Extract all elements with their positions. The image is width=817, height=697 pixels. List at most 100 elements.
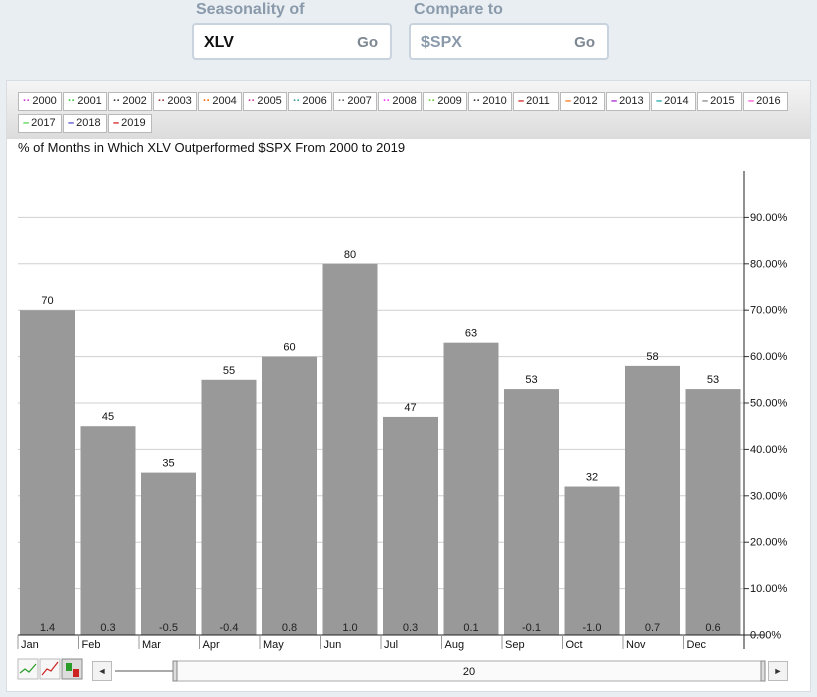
legend-marker: ·· [428,95,436,107]
bar-value-label: 70 [41,295,53,307]
bar-value-label: 80 [344,249,356,261]
navigator-value: 20 [463,666,475,678]
x-tick-label: Feb [82,639,101,651]
legend-item-2016[interactable]: –2016 [743,92,788,111]
legend-item-2000[interactable]: ·· 2000 [18,92,62,111]
bar-value-label: 53 [707,374,719,386]
legend-item-2011[interactable]: –2011 [513,92,559,111]
compare-input[interactable]: $SPX Go [409,23,609,60]
legend-marker: ·· [23,95,31,107]
bar-aug [443,342,499,635]
legend-item-2008[interactable]: ·· 2008 [378,92,422,111]
legend-marker: – [113,117,120,129]
candlestick-icon-up [66,663,72,671]
y-tick-label: 80.00% [750,258,788,270]
x-tick-label: Oct [566,639,583,651]
bar-value-label: 63 [465,328,477,340]
bar-value-label: 35 [162,458,174,470]
legend-item-2002[interactable]: ·· 2002 [108,92,152,111]
legend-item-2018[interactable]: –2018 [63,114,107,133]
legend-marker: ·· [203,95,211,107]
legend-item-2007[interactable]: ·· 2007 [333,92,377,111]
y-tick-label: 20.00% [750,537,788,549]
legend-label: 2019 [121,117,146,129]
legend-item-2010[interactable]: ·· 2010 [468,92,512,111]
legend-item-2013[interactable]: –2013 [606,92,650,111]
legend-label: 2006 [302,95,327,107]
seasonality-go-button[interactable]: Go [357,34,378,51]
legend-label: 2018 [76,117,101,129]
x-tick-label: Nov [626,639,646,651]
legend-item-2006[interactable]: ·· 2006 [288,92,332,111]
area-chart-icon-stroke [41,661,59,676]
bar-bottom-label: -0.4 [220,622,239,634]
x-tick-label: Sep [505,639,525,651]
legend-bar: ·· 2000 ·· 2001 ·· 2002 ·· 2003 ·· 2004 ·· 2005 ·· 20… [7,81,810,139]
bar-may [262,356,317,635]
legend-label: 2015 [710,95,735,107]
bar-nov [625,365,680,635]
legend-item-2014[interactable]: –2014 [651,92,696,111]
bar-bottom-label: 1.4 [40,622,55,634]
compare-go-button[interactable]: Go [574,34,595,51]
legend-label: 2007 [347,95,372,107]
legend-label: 2017 [31,117,56,129]
bar-bottom-label: 0.7 [645,622,660,634]
y-tick-label: 90.00% [750,212,788,224]
legend-marker: – [611,95,618,107]
legend-marker: – [518,95,525,107]
legend-item-2019[interactable]: –2019 [108,114,152,133]
legend-item-2012[interactable]: –2012 [560,92,605,111]
y-tick-label: 0.00% [750,630,781,642]
legend-item-2001[interactable]: ·· 2001 [63,92,107,111]
bar-value-label: 32 [586,472,598,484]
legend-marker: – [702,95,709,107]
legend-label: 2004 [212,95,237,107]
legend-label: 2014 [664,95,689,107]
seasonality-input-value: XLV [204,34,234,51]
y-tick-label: 40.00% [750,444,788,456]
legend-label: 2010 [482,95,507,107]
legend-item-2004[interactable]: ·· 2004 [198,92,242,111]
legend-item-2005[interactable]: ·· 2005 [243,92,287,111]
bar-bottom-label: 1.0 [342,622,357,634]
bar-value-label: 45 [102,411,114,423]
legend-marker: ·· [338,95,346,107]
seasonality-label: Seasonality of [196,1,305,18]
bar-jun [322,263,378,635]
legend-marker: – [656,95,663,107]
legend-label: 2003 [167,95,192,107]
x-tick-label: Dec [687,639,707,651]
legend-marker: – [23,117,30,129]
scroll-right-button[interactable]: ► [768,661,788,681]
y-tick-label: 70.00% [750,305,788,317]
bar-mar [141,472,196,635]
legend-item-2009[interactable]: ·· 2009 [423,92,467,111]
legend-marker: – [565,95,572,107]
legend-marker: – [68,117,75,129]
bar-value-label: 53 [525,374,537,386]
legend-label: 2008 [392,95,417,107]
area-chart-icon [39,658,61,680]
bar-oct [564,486,620,635]
legend-marker: ·· [113,95,121,107]
bar-bottom-label: 0.6 [705,622,720,634]
bar-value-label: 55 [223,365,235,377]
legend-label: 2011 [526,95,550,107]
x-tick-label: Jan [21,639,39,651]
legend-item-2017[interactable]: –2017 [18,114,62,133]
bar-apr [201,379,257,635]
x-tick-label: Jun [324,639,342,651]
bar-feb [80,426,136,635]
x-tick-label: Aug [445,639,465,651]
legend-item-2003[interactable]: ·· 2003 [153,92,197,111]
bar-dec [685,389,741,635]
bar-chart: 0.00% 10.00% 20.00% 30.00% 40.00% 50.00% 60.00… [17,171,788,682]
legend-marker: ·· [248,95,256,107]
scroll-left-button[interactable]: ◄ [92,661,112,681]
seasonality-input[interactable]: XLV Go [192,23,392,60]
legend-label: 2001 [77,95,102,107]
legend-item-2015[interactable]: –2015 [697,92,742,111]
navigator-handle-right [760,660,766,682]
candlestick-icon-down [73,669,79,677]
